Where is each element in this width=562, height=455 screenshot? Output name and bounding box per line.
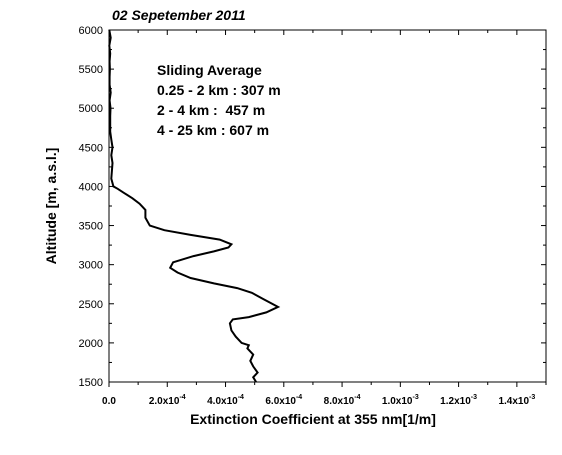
x-tick-label: 1.0x10-3 (382, 394, 419, 407)
y-tick-label: 4500 (79, 142, 103, 154)
x-tick-label: 4.0x10-4 (207, 394, 244, 407)
y-axis: 1500 2000 2500 3000 3500 4000 4500 5000 5500 6000 (79, 25, 546, 389)
y-axis-label: Altitude [m, a.s.l.] (43, 148, 59, 265)
annotation-line-3: 4 - 25 km : 607 m (157, 122, 269, 138)
y-tick-label: 5500 (79, 64, 103, 76)
sliding-average-annotation: Sliding Average 0.25 - 2 km : 307 m 2 - … (157, 62, 281, 138)
y-tick-label: 4000 (79, 181, 103, 193)
x-tick-label: 8.0x10-4 (324, 394, 361, 407)
chart-title: 02 Sepetember 2011 (112, 7, 246, 23)
y-tick-label: 3000 (79, 260, 103, 272)
x-tick-label: 2.0x10-4 (149, 394, 186, 407)
y-tick-label: 2000 (79, 338, 103, 350)
y-tick-label: 6000 (79, 25, 103, 37)
y-tick-label: 1500 (79, 377, 103, 389)
x-tick-label: 1.2x10-3 (440, 394, 477, 407)
y-tick-label: 5000 (79, 103, 103, 115)
annotation-line-2: 2 - 4 km : 457 m (157, 102, 265, 118)
x-tick-label: 1.4x10-3 (498, 394, 535, 407)
y-tick-label: 3500 (79, 221, 103, 233)
y-tick-label: 2500 (79, 299, 103, 311)
x-axis-label: Extinction Coefficient at 355 nm[1/m] (190, 411, 436, 427)
x-tick-label: 6.0x10-4 (265, 394, 302, 407)
annotation-line-1: 0.25 - 2 km : 307 m (157, 82, 281, 98)
extinction-profile-line (108, 29, 281, 383)
x-axis: 0.0 2.0x10-4 4.0x10-4 6.0x10-4 8.0x10-4 1.0x1… (102, 30, 547, 407)
annotation-heading: Sliding Average (157, 62, 262, 78)
x-tick-label: 0.0 (102, 396, 116, 407)
